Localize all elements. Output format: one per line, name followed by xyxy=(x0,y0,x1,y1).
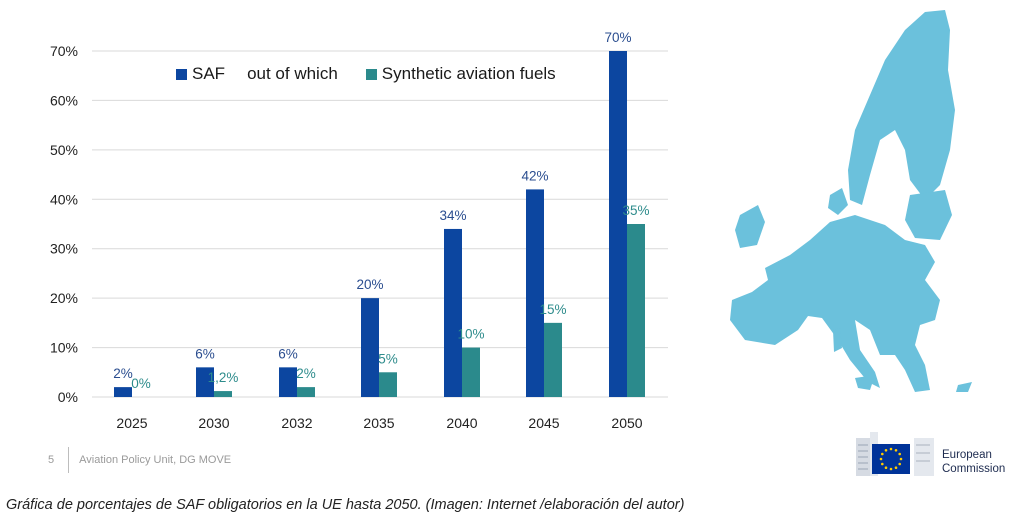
bar-synthetic xyxy=(214,391,232,397)
data-label-synthetic: 0% xyxy=(131,376,151,391)
data-label-synthetic: 1,2% xyxy=(208,370,239,385)
bar-saf xyxy=(361,298,379,397)
x-tick-label: 2045 xyxy=(528,415,559,431)
logo-text: European Commission xyxy=(942,448,1005,476)
y-tick-label: 20% xyxy=(50,290,78,306)
logo-line-1: European xyxy=(942,449,992,461)
x-tick-label: 2040 xyxy=(446,415,477,431)
data-label-saf: 6% xyxy=(278,346,298,361)
bar-saf xyxy=(444,228,462,397)
y-tick-label: 60% xyxy=(50,92,78,108)
bar-saf xyxy=(196,367,214,397)
x-tick-label: 2035 xyxy=(363,415,394,431)
data-label-saf: 2% xyxy=(113,366,133,381)
bar-synthetic xyxy=(627,224,645,397)
bar-saf xyxy=(114,387,132,397)
data-label-saf: 34% xyxy=(439,208,466,223)
y-tick-label: 0% xyxy=(58,389,78,405)
image-caption: Gráfica de porcentajes de SAF obligatori… xyxy=(6,497,685,513)
legend-saf-swatch xyxy=(176,68,187,80)
footer-source: Aviation Policy Unit, DG MOVE xyxy=(79,454,232,466)
slide-footer: 5 Aviation Policy Unit, DG MOVE xyxy=(48,447,231,473)
data-label-saf: 70% xyxy=(604,30,631,45)
bar-saf xyxy=(609,51,627,397)
legend-connector-text: out of which xyxy=(247,64,338,83)
data-label-synthetic: 10% xyxy=(457,327,484,342)
bar-synthetic xyxy=(379,372,397,397)
x-tick-label: 2050 xyxy=(611,415,642,431)
legend-synthetic-swatch xyxy=(365,68,377,80)
data-label-synthetic: 15% xyxy=(539,302,566,317)
x-tick-label: 2025 xyxy=(116,415,147,431)
data-label-synthetic: 2% xyxy=(296,366,316,381)
data-label-saf: 42% xyxy=(521,168,548,183)
data-label-synthetic: 35% xyxy=(622,203,649,218)
y-tick-label: 40% xyxy=(50,191,78,207)
x-tick-label: 2030 xyxy=(198,415,229,431)
chart-legend: SAF out of which Synthetic aviation fuel… xyxy=(176,64,574,84)
footer-divider xyxy=(68,447,70,473)
data-label-synthetic: 5% xyxy=(378,351,398,366)
bar-saf xyxy=(526,189,544,397)
y-tick-label: 10% xyxy=(50,340,78,356)
y-tick-label: 50% xyxy=(50,142,78,158)
european-commission-logo xyxy=(856,432,934,476)
y-tick-label: 70% xyxy=(50,43,78,59)
data-label-saf: 20% xyxy=(356,277,383,292)
logo-line-2: Commission xyxy=(942,463,1006,475)
bar-synthetic xyxy=(544,322,562,397)
legend-synthetic-label: Synthetic aviation fuels xyxy=(381,64,556,83)
bar-synthetic xyxy=(462,347,480,397)
bar-saf xyxy=(279,367,297,397)
legend-saf-label: SAF xyxy=(192,64,226,83)
bar-synthetic xyxy=(297,387,315,397)
data-label-saf: 6% xyxy=(195,346,215,361)
x-tick-label: 2032 xyxy=(281,415,312,431)
page-number: 5 xyxy=(48,454,55,466)
y-tick-label: 30% xyxy=(50,241,78,257)
